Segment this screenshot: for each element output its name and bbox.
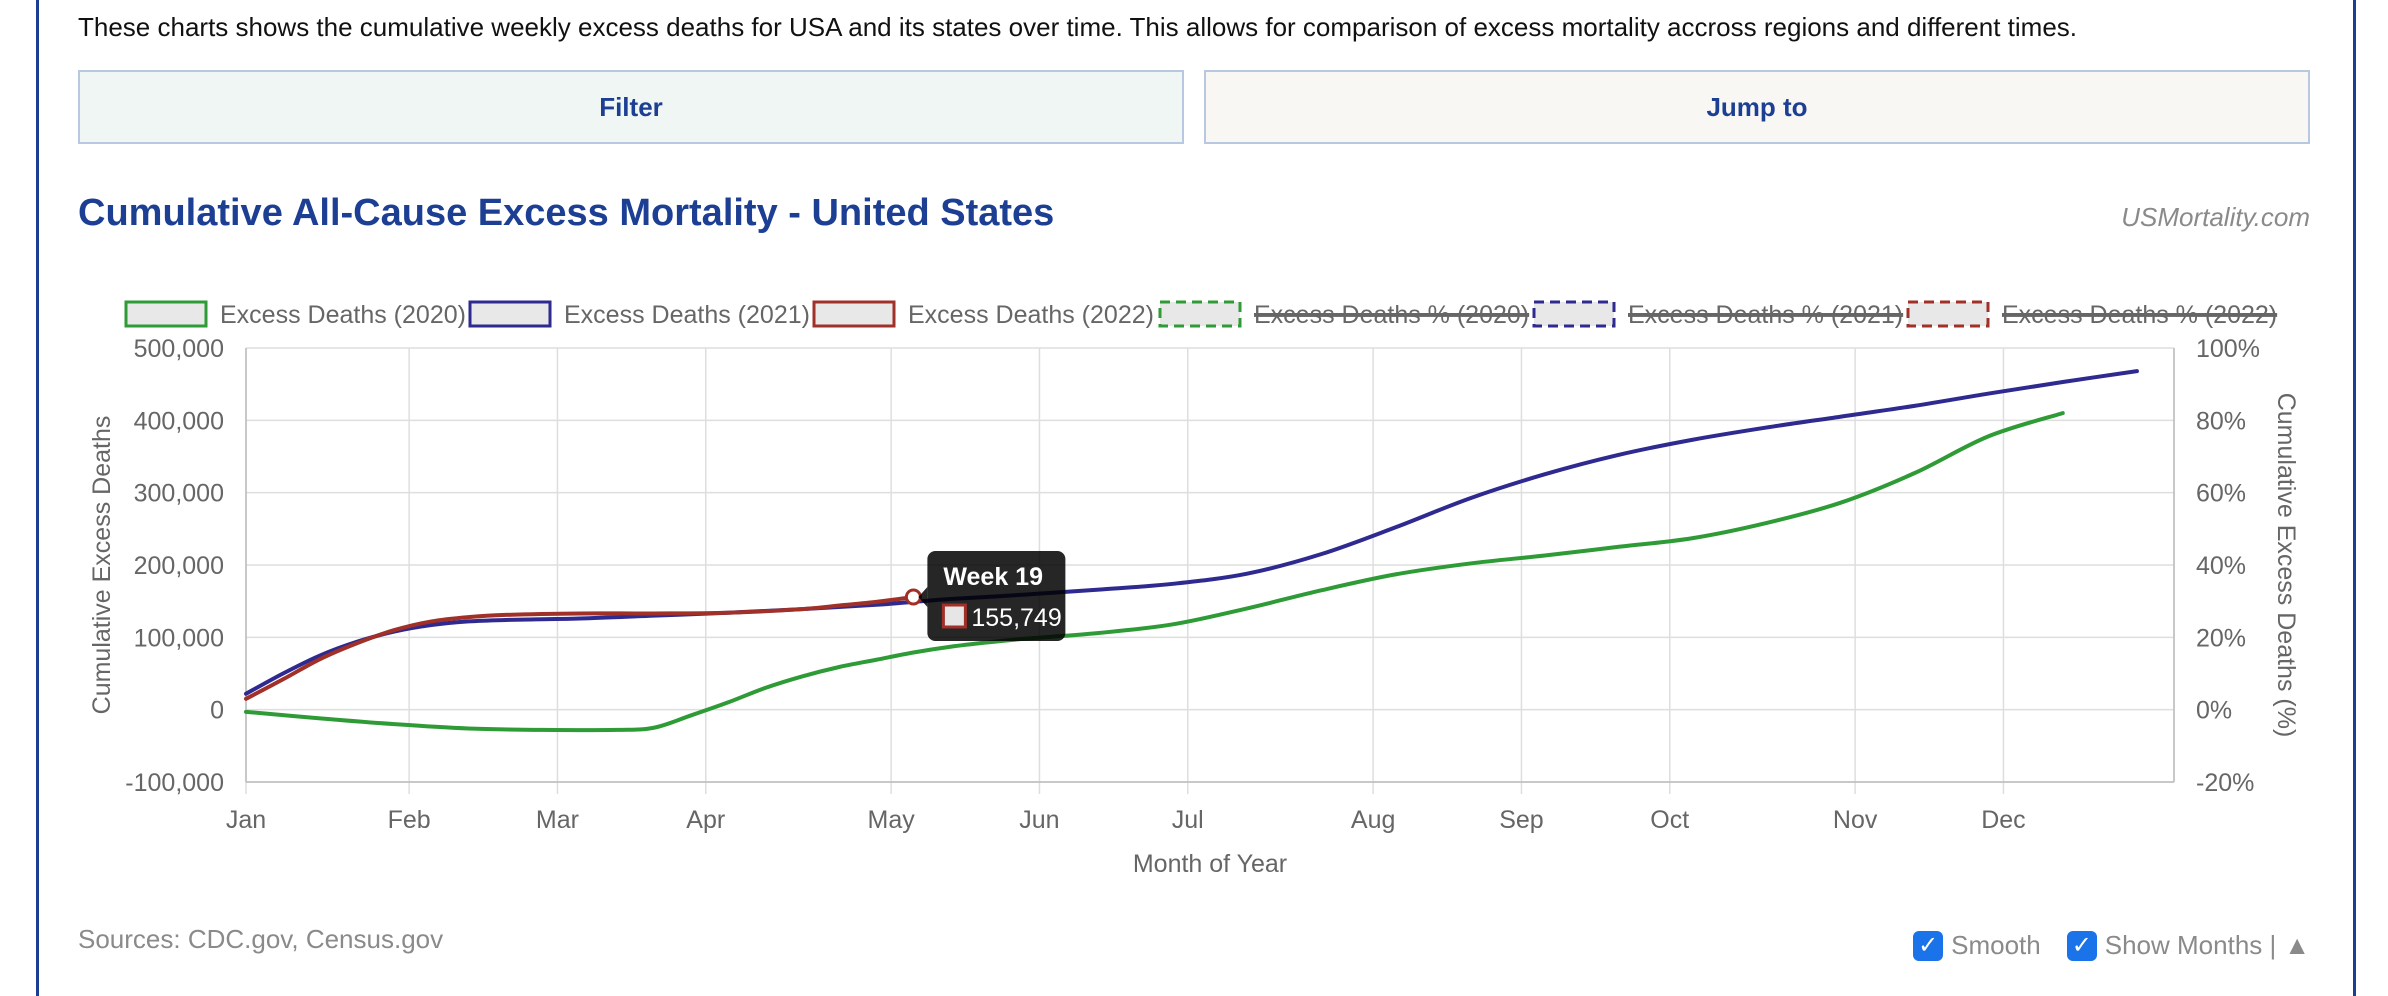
tooltip-swatch <box>941 603 967 629</box>
legend-item: Excess Deaths (2022) <box>908 301 1154 329</box>
y2-tick-label: 100% <box>2196 335 2260 363</box>
smooth-checkbox[interactable]: ✓ <box>1913 930 1944 961</box>
jump-to-button[interactable]: Jump to <box>1204 70 2310 144</box>
collapse-toggle-icon[interactable]: ▲ <box>2284 930 2310 960</box>
x-tick-label: Apr <box>686 806 725 834</box>
x-axis-title: Month of Year <box>1133 850 1287 878</box>
chart: 500,000 100% 400,000 80% 300,000 60% 200,000 40… <box>88 300 2300 878</box>
y-tick-label: -100,000 <box>125 769 224 797</box>
y-axis-title: Cumulative Excess Deaths <box>88 416 116 715</box>
y2-axis-title: Cumulative Excess Deaths (%) <box>2272 393 2300 738</box>
x-tick-label: Jan <box>226 806 266 834</box>
y-tick-label: 400,000 <box>134 407 224 435</box>
x-tick-label: Sep <box>1499 806 1543 834</box>
show-months-checkbox[interactable]: ✓ <box>2066 930 2097 961</box>
legend-swatch <box>812 300 896 328</box>
filter-button[interactable]: Filter <box>78 70 1184 144</box>
legend-item: Excess Deaths (2020) <box>220 301 466 329</box>
legend-item: Excess Deaths (2021) <box>564 301 810 329</box>
y-tick-label: 500,000 <box>134 335 224 363</box>
chart-controls: ✓ Smooth ✓ Show Months | ▲ <box>1913 930 2310 961</box>
y2-tick-label: 80% <box>2196 407 2246 435</box>
x-tick-label: Dec <box>1981 806 2025 834</box>
y2-tick-label: -20% <box>2196 769 2254 797</box>
x-tick-label: Nov <box>1833 806 1878 834</box>
y2-tick-label: 40% <box>2196 552 2246 580</box>
series-line-excess-deaths-2020- <box>244 411 2065 733</box>
y2-tick-label: 60% <box>2196 480 2246 508</box>
x-tick-label: Jun <box>1019 806 1059 834</box>
x-tick-label: Aug <box>1351 806 1395 834</box>
intro-text: These charts shows the cumulative weekly… <box>78 12 2078 42</box>
brand-label: USMortality.com <box>2121 202 2310 232</box>
legend-swatch <box>468 300 552 328</box>
y2-tick-label: 20% <box>2196 624 2246 652</box>
x-tick-label: Jul <box>1172 806 1204 834</box>
y-tick-label: 300,000 <box>134 480 224 508</box>
y-tick-label: 200,000 <box>134 552 224 580</box>
legend-swatch <box>1532 300 1616 328</box>
legend-swatch <box>124 300 208 328</box>
page-frame <box>36 0 2356 996</box>
y-tick-label: 100,000 <box>134 624 224 652</box>
series-line-excess-deaths-2021- <box>244 369 2139 696</box>
chart-title: Cumulative All-Cause Excess Mortality - … <box>78 192 1055 234</box>
y2-tick-label: 0% <box>2196 697 2232 725</box>
legend-swatch <box>1906 300 1990 328</box>
smooth-label: Smooth <box>1951 930 2041 960</box>
tooltip-pointer <box>918 587 928 608</box>
x-tick-label: Feb <box>388 806 431 834</box>
tooltip-title: Week 19 <box>943 563 1043 591</box>
tooltip-value: 155,749 <box>971 604 1061 632</box>
sources-text: Sources: CDC.gov, Census.gov <box>78 924 444 954</box>
x-tick-label: Mar <box>536 806 579 834</box>
hover-point <box>904 588 922 606</box>
x-tick-label: May <box>868 806 916 834</box>
y-tick-label: 0 <box>210 697 224 725</box>
show-months-label: Show Months | <box>2104 930 2277 960</box>
legend-swatch <box>1158 300 1242 328</box>
x-tick-label: Oct <box>1650 806 1689 834</box>
series-line-excess-deaths-2022- <box>244 595 916 701</box>
